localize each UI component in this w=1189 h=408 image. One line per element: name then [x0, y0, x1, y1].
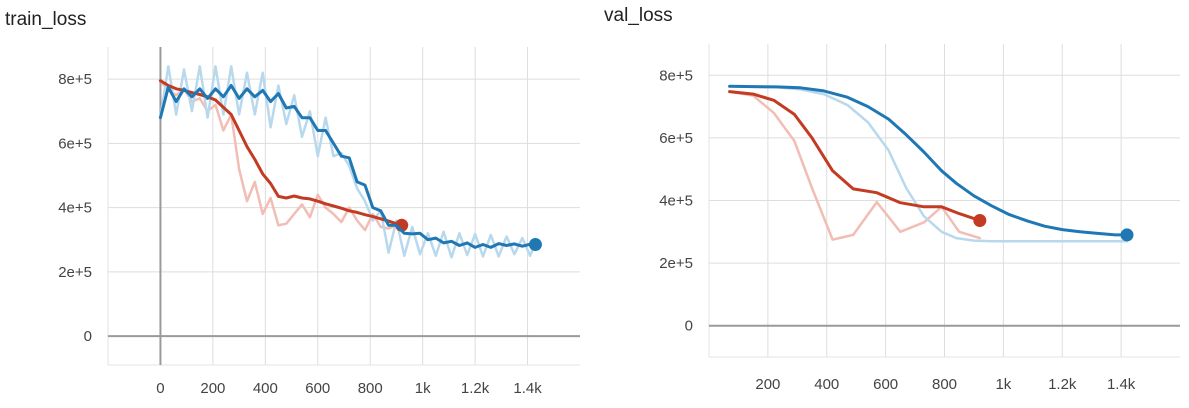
x-tick-label: 400 — [814, 376, 839, 393]
raw-series-line-0 — [159, 79, 403, 232]
x-tick-label: 1k — [995, 376, 1011, 393]
y-tick-label: 0 — [685, 318, 693, 335]
raw-series-line-1 — [159, 65, 537, 259]
x-tick-label: 0 — [156, 380, 164, 397]
train-loss-title: train_loss — [5, 9, 87, 30]
x-tick-label: 1.2k — [461, 380, 490, 397]
y-tick-label: 8e+5 — [58, 71, 92, 88]
y-tick-label: 2e+5 — [659, 255, 693, 272]
x-tick-label: 200 — [200, 380, 225, 397]
y-tick-label: 4e+5 — [58, 200, 92, 217]
x-tick-label: 1.2k — [1048, 376, 1077, 393]
smoothed-series-line-1 — [728, 84, 1129, 237]
smoothed-series-line-1 — [158, 84, 537, 249]
smoothed-series-line-0 — [728, 90, 982, 222]
x-tick-label: 600 — [305, 380, 330, 397]
val-loss-title: val_loss — [604, 5, 673, 26]
x-tick-label: 1.4k — [1107, 376, 1136, 393]
y-tick-label: 4e+5 — [659, 193, 693, 210]
y-tick-label: 6e+5 — [659, 130, 693, 147]
x-tick-label: 400 — [253, 380, 278, 397]
y-tick-label: 2e+5 — [58, 264, 92, 281]
x-tick-label: 200 — [755, 376, 780, 393]
y-tick-label: 6e+5 — [58, 135, 92, 152]
smoothed-series-line-0 — [158, 79, 404, 227]
x-tick-label: 1k — [415, 380, 431, 397]
y-tick-label: 0 — [84, 328, 92, 345]
x-tick-label: 600 — [873, 376, 898, 393]
raw-series-line-0 — [728, 90, 982, 241]
series-end-marker-1 — [1120, 228, 1134, 242]
y-tick-label: 8e+5 — [659, 67, 693, 84]
x-tick-label: 800 — [932, 376, 957, 393]
series-end-marker-0 — [973, 214, 987, 228]
x-tick-label: 1.4k — [513, 380, 542, 397]
x-tick-label: 800 — [358, 380, 383, 397]
raw-series-line-1 — [728, 85, 1129, 243]
series-end-marker-1 — [528, 238, 542, 252]
